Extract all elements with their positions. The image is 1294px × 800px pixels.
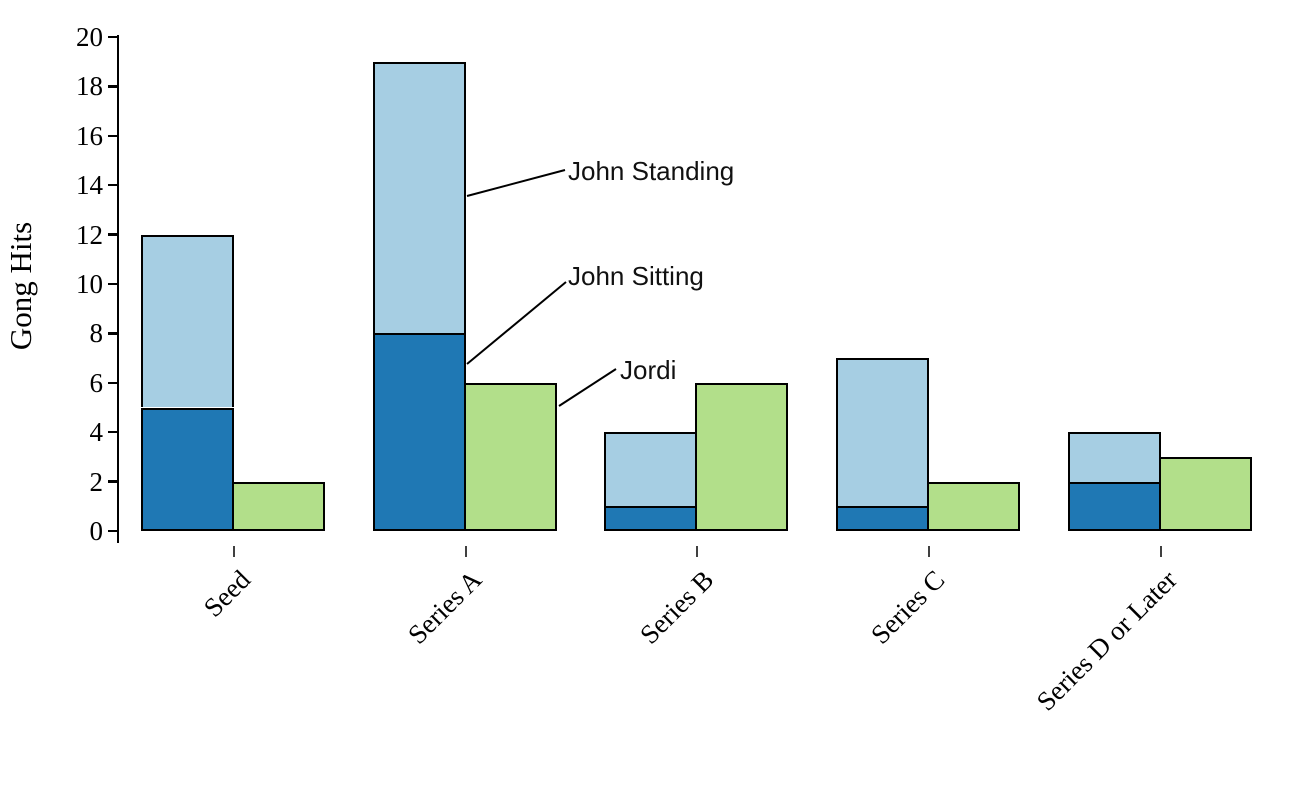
- y-tick-label: 20: [76, 22, 103, 52]
- category-label: Series A: [401, 564, 488, 650]
- bar-jordi: [695, 382, 789, 531]
- x-tick: [233, 546, 235, 557]
- x-tick: [696, 546, 699, 557]
- y-tick: [107, 35, 117, 39]
- bar-segment-john-sitting: [1067, 481, 1161, 531]
- y-tick: [107, 381, 117, 384]
- bar-jordi: [927, 481, 1021, 531]
- category-label: Series D or Later: [1030, 564, 1183, 717]
- y-tick-label: 0: [89, 516, 104, 546]
- y-tick: [107, 529, 117, 533]
- y-tick-label: 4: [89, 417, 104, 448]
- bar-segment-john-sitting: [372, 333, 466, 531]
- y-tick: [107, 332, 117, 335]
- category-label: Series B: [633, 564, 720, 650]
- y-tick: [107, 282, 117, 286]
- y-tick: [107, 233, 117, 236]
- bar-jordi: [1158, 456, 1252, 531]
- y-tick: [107, 184, 117, 187]
- y-tick-label: 12: [76, 219, 103, 250]
- bar-segment-john-standing: [141, 234, 234, 408]
- bar-segment-john-standing: [372, 61, 466, 334]
- x-tick: [1159, 546, 1162, 557]
- bar-segment-john-standing: [1067, 432, 1161, 482]
- bar-segment-john-sitting: [604, 506, 698, 531]
- y-tick-label: 10: [76, 269, 103, 299]
- y-tick-label: 2: [89, 466, 104, 497]
- y-axis-title: Gong Hits: [3, 221, 38, 351]
- x-tick: [928, 546, 931, 557]
- y-tick-label: 16: [76, 120, 103, 151]
- x-tick: [464, 546, 467, 557]
- category-label: Seed: [197, 564, 256, 623]
- y-tick: [107, 85, 117, 88]
- leader-line: [466, 281, 567, 365]
- bar-segment-john-sitting: [141, 407, 234, 531]
- bar-segment-john-sitting: [836, 506, 930, 531]
- leader-line: [466, 169, 566, 197]
- bar-segment-john-standing: [604, 432, 698, 507]
- y-axis-spine: [117, 35, 120, 543]
- y-tick: [107, 134, 117, 137]
- bar-segment-john-standing: [836, 358, 930, 507]
- annotation-label: John Standing: [568, 156, 735, 186]
- annotation-label: John Sitting: [568, 261, 704, 291]
- bar-jordi: [232, 481, 325, 531]
- y-tick: [107, 431, 117, 434]
- y-tick: [107, 480, 117, 483]
- category-label: Series C: [865, 564, 951, 650]
- annotation-label: Jordi: [620, 355, 677, 385]
- y-tick-label: 8: [89, 318, 104, 349]
- y-tick-label: 6: [89, 367, 104, 398]
- bar-jordi: [463, 382, 557, 531]
- y-tick-label: 14: [76, 170, 103, 201]
- leader-line: [558, 368, 617, 407]
- y-tick-label: 18: [76, 71, 103, 102]
